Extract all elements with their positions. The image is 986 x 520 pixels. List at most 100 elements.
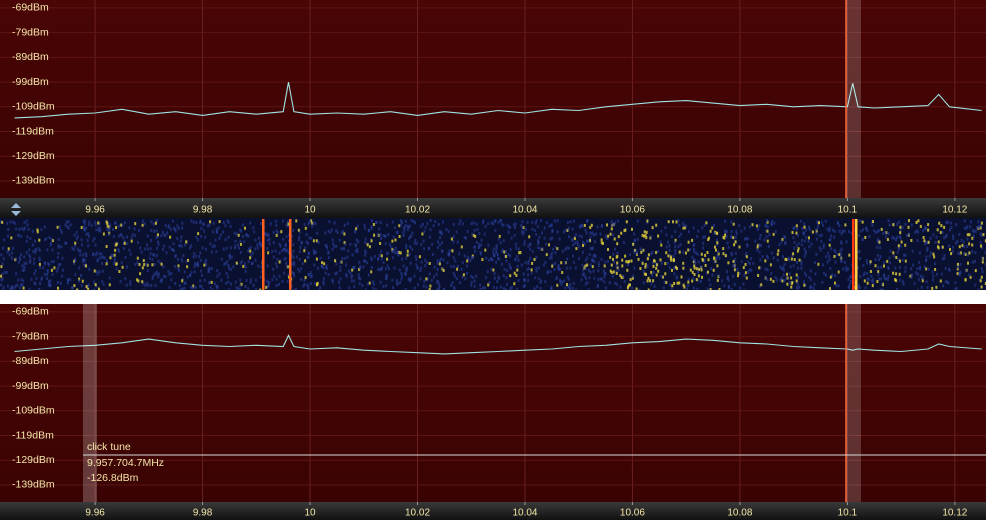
waterfall-cell <box>351 268 354 272</box>
waterfall-cell <box>756 248 759 252</box>
waterfall-cell <box>597 261 600 265</box>
waterfall-cell <box>674 251 677 255</box>
waterfall-cell <box>790 281 793 285</box>
waterfall-cell <box>725 270 728 274</box>
waterfall-cell <box>635 251 638 255</box>
waterfall-cell <box>13 286 16 290</box>
waterfall-cell <box>483 286 486 290</box>
waterfall-cell <box>159 261 162 265</box>
waterfall-cell <box>747 260 750 264</box>
waterfall-cell <box>117 234 120 238</box>
waterfall-cell <box>607 248 609 251</box>
waterfall-cell <box>34 269 37 273</box>
waterfall-cell <box>57 238 60 242</box>
waterfall-cell <box>300 277 302 281</box>
waterfall-cell <box>568 235 570 239</box>
spectrum-panel <box>0 0 986 198</box>
waterfall-cell <box>285 261 288 265</box>
waterfall-cell <box>366 243 369 247</box>
separator <box>0 290 986 304</box>
waterfall-cell <box>897 220 900 224</box>
waterfall-cell <box>574 266 577 270</box>
waterfall-cell <box>713 232 716 235</box>
waterfall-cell <box>677 219 680 223</box>
waterfall-cell <box>899 231 902 235</box>
waterfall-cell <box>312 249 315 252</box>
waterfall-cell <box>84 258 86 262</box>
waterfall-cell <box>692 248 695 251</box>
waterfall-cell <box>146 243 149 247</box>
waterfall-cell <box>980 267 983 271</box>
waterfall-cell <box>85 254 88 258</box>
zoom-arrows[interactable] <box>11 203 21 216</box>
waterfall-cell <box>586 239 588 243</box>
x-tick-label: 9.96 <box>85 508 105 519</box>
waterfall-cell <box>412 220 415 223</box>
waterfall-cell <box>578 245 581 249</box>
waterfall-cell <box>980 244 982 248</box>
waterfall-cell <box>692 258 695 262</box>
waterfall-cell <box>820 220 823 224</box>
y-tick-label: -89dBm <box>12 355 49 367</box>
waterfall-cell <box>248 247 251 251</box>
waterfall-cell <box>963 251 966 255</box>
waterfall-cell <box>904 243 907 247</box>
waterfall-cell <box>38 258 41 262</box>
waterfall-cell <box>513 282 516 286</box>
waterfall-cell <box>927 267 930 271</box>
waterfall-cell <box>797 241 800 245</box>
waterfall-cell <box>782 255 784 259</box>
waterfall-cell <box>249 221 252 225</box>
waterfall-cell <box>678 223 681 227</box>
cursor-level: -126.8dBm <box>87 472 139 484</box>
waterfall-cell <box>874 264 877 268</box>
waterfall-cell <box>497 237 500 241</box>
waterfall-cell <box>56 281 59 284</box>
waterfall-cell <box>959 251 962 255</box>
waterfall-cell <box>835 283 838 287</box>
waterfall-cell <box>6 250 9 254</box>
waterfall-cell <box>510 286 513 289</box>
waterfall-cell <box>679 243 682 247</box>
waterfall-cell <box>456 240 459 244</box>
waterfall-cell <box>475 222 478 226</box>
waterfall-cell <box>247 287 250 291</box>
waterfall-cell <box>884 235 887 239</box>
waterfall-cell <box>407 225 410 229</box>
waterfall-cell <box>219 233 222 237</box>
waterfall-cell <box>452 235 455 239</box>
waterfall-cell <box>789 265 792 269</box>
waterfall-cell <box>611 223 614 227</box>
waterfall-cell <box>750 268 753 272</box>
waterfall-cell <box>437 223 440 226</box>
waterfall-cell <box>372 282 375 286</box>
waterfall-cell <box>379 221 382 224</box>
waterfall-cell <box>240 229 243 233</box>
waterfall-cell <box>616 251 619 255</box>
waterfall-cell <box>697 260 700 264</box>
waterfall-cell <box>925 255 928 259</box>
waterfall-cell <box>292 249 295 253</box>
waterfall-cell <box>436 288 439 292</box>
waterfall-cell <box>83 219 86 223</box>
waterfall-cell <box>149 247 152 251</box>
waterfall-cell <box>408 237 410 241</box>
waterfall-cell <box>178 268 180 272</box>
waterfall-cell <box>682 250 685 254</box>
waterfall-cell <box>820 240 823 244</box>
waterfall-cell <box>849 275 852 279</box>
waterfall-cell <box>522 226 525 230</box>
waterfall-cell <box>899 236 902 240</box>
tuner-band[interactable] <box>846 304 861 502</box>
waterfall-cell <box>56 225 59 229</box>
y-tick-label: -119dBm <box>12 429 54 441</box>
waterfall-cell <box>610 227 613 231</box>
waterfall-cell <box>810 242 813 246</box>
tuner-band[interactable] <box>846 0 861 198</box>
waterfall-cell <box>113 259 116 263</box>
waterfall-cell <box>796 282 799 286</box>
y-tick-label: -139dBm <box>12 479 55 491</box>
waterfall-cell <box>916 267 919 271</box>
waterfall-cell <box>51 239 54 243</box>
waterfall-cell <box>498 257 501 261</box>
